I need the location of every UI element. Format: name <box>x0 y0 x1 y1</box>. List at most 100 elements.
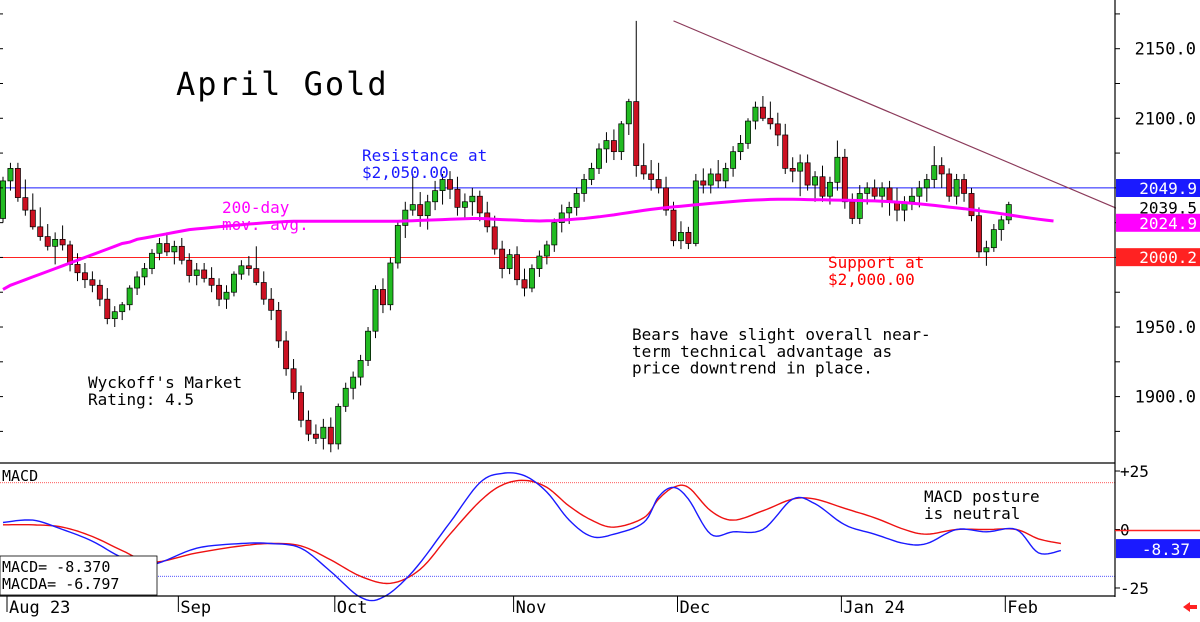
candle-body-down <box>447 179 453 190</box>
candle <box>298 385 304 428</box>
candle-body-down <box>938 165 945 175</box>
candle <box>335 403 342 450</box>
candle-body-up <box>752 106 759 122</box>
candle-body-down <box>81 272 88 281</box>
candle-body-up <box>864 187 871 194</box>
candle-body-up <box>722 168 729 182</box>
candle <box>551 218 558 252</box>
candle <box>134 271 141 296</box>
candle <box>953 173 960 205</box>
downtrend-line <box>673 20 1141 219</box>
candle <box>424 194 431 230</box>
candle <box>677 221 684 250</box>
candle-body-up <box>596 148 602 169</box>
market-rating: Wyckoff's Market Rating: 4.5 <box>88 373 242 409</box>
candle <box>581 173 588 202</box>
candle <box>573 187 580 216</box>
candle-body-up <box>528 268 535 289</box>
candle-body-down <box>685 232 692 244</box>
candle <box>409 173 416 216</box>
candle-body-down <box>789 168 796 172</box>
candle <box>1005 201 1012 225</box>
candle <box>543 240 550 265</box>
macd-title: MACD <box>2 467 38 485</box>
candle <box>886 180 893 216</box>
candle <box>22 179 29 216</box>
candle <box>44 224 51 251</box>
candle <box>52 232 59 265</box>
candle-body-up <box>223 291 230 300</box>
candle <box>648 160 655 191</box>
candle <box>789 157 796 183</box>
candle-body-down <box>163 243 170 253</box>
candle-body-down <box>312 433 319 439</box>
scroll-left-arrow-icon[interactable] <box>1183 602 1197 612</box>
candle <box>849 193 856 225</box>
moving-average-line <box>2 197 1054 291</box>
macd-posture-note: MACD posture is neutral <box>924 487 1040 523</box>
candle <box>365 327 372 366</box>
commentary-text: Bears have slight overall near-term tech… <box>632 325 931 378</box>
candle <box>231 271 237 297</box>
candle-body-down <box>946 173 953 197</box>
candle <box>357 354 364 386</box>
candle <box>536 250 543 277</box>
candle-body-down <box>767 117 774 125</box>
candle-body-down <box>298 392 304 421</box>
time-tick-label: Sep <box>180 598 211 618</box>
candle-body-up <box>856 193 863 219</box>
candle <box>745 118 751 149</box>
candle <box>96 279 103 307</box>
candle-body-up <box>573 193 580 208</box>
candle-body-up <box>469 195 476 203</box>
candle-body-down <box>14 168 21 198</box>
candle-body-up <box>461 201 468 208</box>
annotation-layer: April Gold Resistance at $2,050.00 200-day m… <box>88 65 1040 523</box>
candle <box>908 187 915 211</box>
candle <box>469 187 476 216</box>
candle-body-down <box>663 187 670 211</box>
time-tick-label: Jan 24 <box>843 598 904 618</box>
macd-readout-line: MACDA= -6.797 <box>2 575 119 593</box>
candle-body-down <box>186 259 193 276</box>
candle <box>394 221 401 269</box>
price-axis: 2150.0 2100.0 1950.0 1900.0 2049.92039.52024… <box>0 13 1200 598</box>
candle-body-down <box>380 289 386 306</box>
candle <box>320 418 327 450</box>
candle <box>439 173 446 205</box>
candle-body-down <box>968 193 975 217</box>
candle <box>879 182 886 208</box>
price-tag-label: 2049.9 <box>1139 179 1197 198</box>
candle <box>998 215 1005 241</box>
candle <box>201 263 208 283</box>
chart-title: April Gold <box>176 65 389 103</box>
candle-body-down <box>208 277 215 286</box>
candle-body-down <box>975 215 982 253</box>
candle <box>655 162 662 194</box>
candle <box>685 226 692 250</box>
candle <box>946 168 953 202</box>
candle <box>901 196 908 222</box>
candle <box>119 301 126 321</box>
candle-body-up <box>692 180 699 244</box>
candle-body-down <box>521 279 528 289</box>
candle <box>149 249 155 275</box>
candle <box>275 301 282 348</box>
candle <box>461 193 468 219</box>
candle-body-up <box>134 276 141 289</box>
candle <box>327 417 334 453</box>
candle <box>618 121 625 161</box>
time-tick-label: Aug 23 <box>9 598 70 618</box>
candle-body-up <box>566 206 573 214</box>
candle <box>283 331 290 376</box>
candle-body-down <box>29 209 36 228</box>
candle <box>305 410 312 442</box>
moving-average-label: 200-day mov. avg. <box>222 198 309 234</box>
candle-body-down <box>417 204 424 217</box>
candle-body-up <box>372 289 379 332</box>
candle <box>447 171 453 199</box>
candle <box>163 232 170 257</box>
